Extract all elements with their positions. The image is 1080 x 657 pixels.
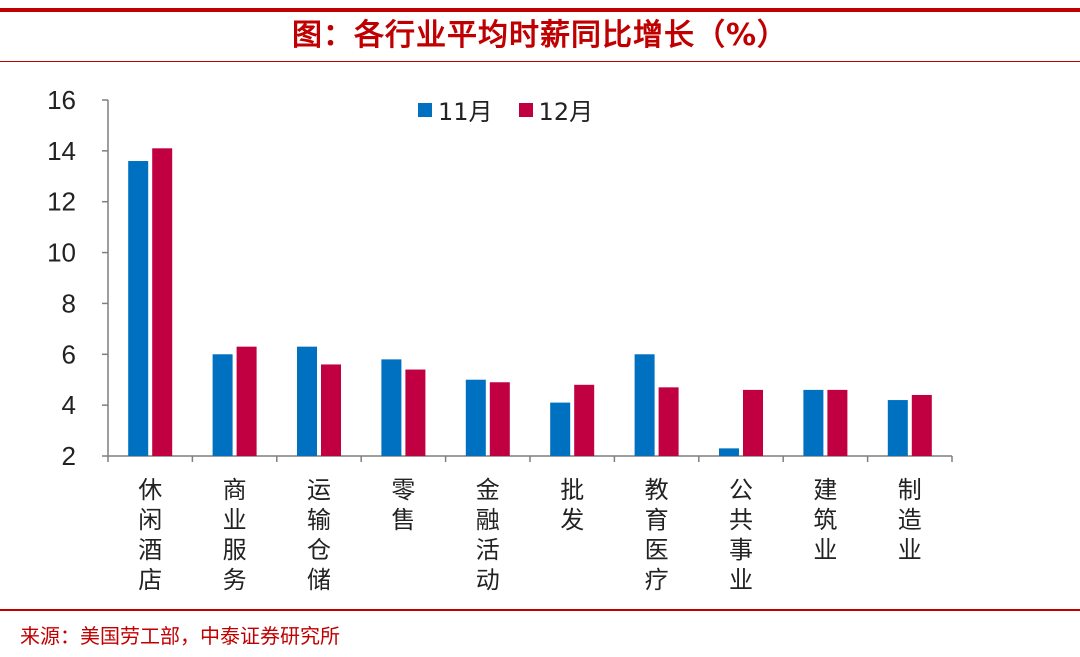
y-tick-label: 4 <box>62 390 76 420</box>
y-tick-label: 8 <box>62 288 76 318</box>
x-tick-label: 建筑业 <box>813 476 837 564</box>
bar-12 <box>911 394 932 456</box>
x-tick-label: 休闲酒店 <box>138 476 162 594</box>
x-tick-label: 公共事业 <box>729 476 753 594</box>
source-note: 来源：美国劳工部，中泰证券研究所 <box>20 624 340 648</box>
title-underline <box>0 61 1080 62</box>
bar-12 <box>658 387 679 456</box>
top-rule <box>0 8 1080 12</box>
bar-11 <box>297 346 317 456</box>
legend-label-12: 12月 <box>538 98 594 126</box>
chart-title: 图：各行业平均时薪同比增长（%） <box>291 18 789 53</box>
x-tick-label: 批发 <box>560 476 584 534</box>
y-tick-label: 6 <box>62 339 76 369</box>
bar-chart: 2 4 6 8 10 12 14 16 休闲酒店 商业服务 运输仓储 零售 金融活动 批发 教育医疗 公共事业… <box>47 85 953 594</box>
bar-11 <box>212 354 233 456</box>
bar-11 <box>803 389 824 456</box>
bar-12 <box>489 382 510 456</box>
y-tick-label: 14 <box>47 136 76 166</box>
x-tick-label: 教育医疗 <box>645 476 669 594</box>
legend-swatch-11 <box>418 102 432 117</box>
bar-12 <box>827 389 848 456</box>
x-tick-label: 制造业 <box>898 476 922 564</box>
x-tick-label: 商业服务 <box>223 476 247 594</box>
bar-12 <box>574 384 595 456</box>
bar-12 <box>743 389 763 456</box>
y-tick-label: 10 <box>47 238 76 268</box>
bar-11 <box>381 359 402 456</box>
bar-12 <box>405 369 426 456</box>
bar-12 <box>236 346 257 456</box>
x-tick-label: 金融活动 <box>476 476 500 594</box>
bar-11 <box>465 379 486 456</box>
legend-item-11: 11月 <box>418 92 493 127</box>
y-tick-label: 12 <box>47 187 76 217</box>
legend-swatch-12 <box>518 102 533 117</box>
bar-11 <box>550 402 571 456</box>
y-tick-label: 2 <box>62 441 76 471</box>
bar-12 <box>152 148 173 457</box>
legend: 11月 12月 <box>418 92 619 127</box>
bar-11 <box>887 400 908 456</box>
bar-11 <box>634 354 655 456</box>
bar-12 <box>321 364 341 456</box>
y-tick-label: 16 <box>47 85 76 115</box>
legend-label-11: 11月 <box>438 98 493 126</box>
bottom-rule <box>0 609 1080 611</box>
bar-11 <box>719 448 739 456</box>
bar-11 <box>128 161 149 456</box>
legend-item-12: 12月 <box>518 92 594 127</box>
x-tick-label: 零售 <box>391 476 415 534</box>
x-tick-label: 运输仓储 <box>307 476 331 594</box>
